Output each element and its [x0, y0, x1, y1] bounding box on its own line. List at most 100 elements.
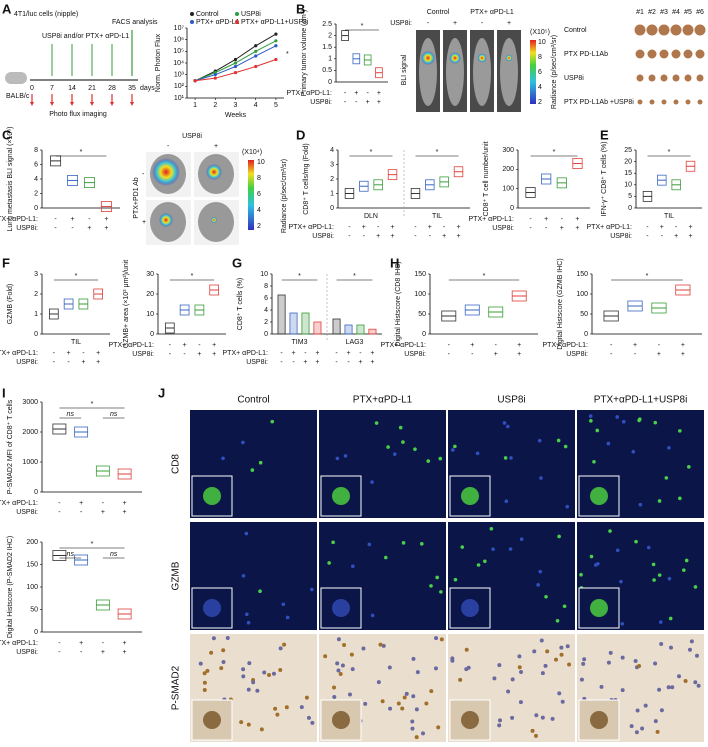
condition-sign: + — [96, 359, 100, 366]
cell — [635, 708, 640, 713]
inset-cell — [461, 711, 479, 729]
cell — [350, 667, 355, 672]
cell — [667, 445, 671, 450]
star: * — [286, 51, 289, 58]
y-tick-label: 50 — [418, 311, 426, 318]
condition-label: USP8i: — [310, 99, 332, 106]
tumor — [671, 49, 681, 59]
cell — [336, 637, 341, 642]
point — [274, 39, 278, 43]
signal — [211, 217, 217, 223]
cell — [247, 661, 252, 666]
condition-sign: - — [71, 225, 74, 232]
cell — [559, 645, 564, 650]
cell — [533, 733, 538, 738]
cell — [567, 662, 572, 667]
y-tick-label: 0 — [34, 205, 38, 212]
cell — [646, 545, 651, 550]
signal — [505, 54, 513, 62]
cell — [582, 657, 587, 662]
condition-sign: + — [681, 351, 685, 358]
condition-sign: - — [183, 351, 186, 358]
condition-sign: - — [495, 342, 498, 349]
colorbar-tick: 6 — [257, 191, 261, 198]
label: (X10⁵) — [530, 29, 550, 36]
cell — [503, 456, 508, 460]
row-label: GZMB — [171, 561, 182, 590]
condition-label: PTX+ αPD-L1: — [109, 342, 155, 349]
cell — [491, 547, 495, 551]
cell — [694, 653, 699, 658]
cell — [497, 723, 502, 728]
condition-sign: - — [198, 342, 201, 349]
day-label: 0 — [30, 85, 34, 92]
condition-sign: + — [390, 233, 394, 240]
condition-sign: + — [575, 216, 579, 223]
condition-sign: - — [102, 500, 105, 507]
cell — [579, 677, 584, 682]
condition-sign: + — [377, 90, 381, 97]
cell — [684, 558, 689, 563]
cell — [689, 639, 694, 644]
condition-sign: + — [123, 649, 127, 656]
condition-label: PTX+ αPD-L1: — [0, 216, 38, 223]
condition-sign: + — [183, 342, 187, 349]
condition-sign: + — [104, 225, 108, 232]
significance: * — [370, 149, 373, 156]
signal — [206, 164, 222, 180]
condition-sign: + — [67, 350, 71, 357]
cell — [693, 585, 698, 589]
y-tick-label: 150 — [26, 561, 38, 568]
cell — [453, 444, 457, 449]
condition-sign: - — [661, 233, 664, 240]
cell — [336, 668, 341, 673]
cell — [643, 703, 648, 708]
condition-label: PTX+ αPD-L1: — [0, 350, 38, 357]
colorbar-tick: 6 — [538, 69, 542, 76]
point — [213, 73, 217, 77]
tumor — [697, 99, 703, 105]
condition-sign: + — [575, 225, 579, 232]
cell — [668, 645, 673, 650]
cell — [347, 692, 352, 697]
condition-sign: - — [169, 351, 172, 358]
condition-label: PTX+ αPD-L1: — [0, 640, 38, 647]
panel-letter: J — [158, 385, 165, 400]
cell — [343, 454, 348, 458]
condition-sign: + — [315, 350, 319, 357]
cell — [518, 700, 523, 705]
significance: * — [646, 273, 649, 280]
y-axis-label: GZMB (Fold) — [7, 284, 14, 324]
tumor — [673, 99, 679, 105]
significance: * — [191, 273, 194, 280]
cell — [262, 670, 267, 675]
y-axis-label: CD8⁺ T cells (%) — [237, 278, 244, 330]
cell — [555, 618, 560, 623]
condition-sign: + — [346, 350, 350, 357]
cell — [404, 691, 409, 696]
cell — [550, 716, 555, 721]
significance: * — [91, 541, 94, 548]
signal — [477, 53, 487, 63]
cell — [606, 660, 611, 665]
y-tick-label: 0 — [584, 331, 588, 338]
cell — [657, 573, 662, 577]
group-label: DLN — [364, 213, 378, 220]
cell — [530, 728, 535, 733]
cell — [259, 727, 264, 732]
cell — [637, 663, 642, 668]
condition-sign: + — [101, 649, 105, 656]
y-tick-label: 2 — [264, 319, 268, 326]
cell — [258, 589, 262, 594]
y-tick-label: 0.5 — [322, 67, 332, 74]
y-tick-label: 2 — [328, 32, 332, 39]
condition-label: PTX+ αPD-L1: — [543, 342, 589, 349]
cell — [540, 671, 545, 676]
condition-sign: - — [53, 350, 56, 357]
cell — [342, 643, 347, 648]
cell — [370, 613, 375, 618]
cell — [270, 419, 275, 424]
cell — [557, 534, 561, 539]
cell — [273, 706, 278, 711]
bar — [277, 294, 286, 335]
